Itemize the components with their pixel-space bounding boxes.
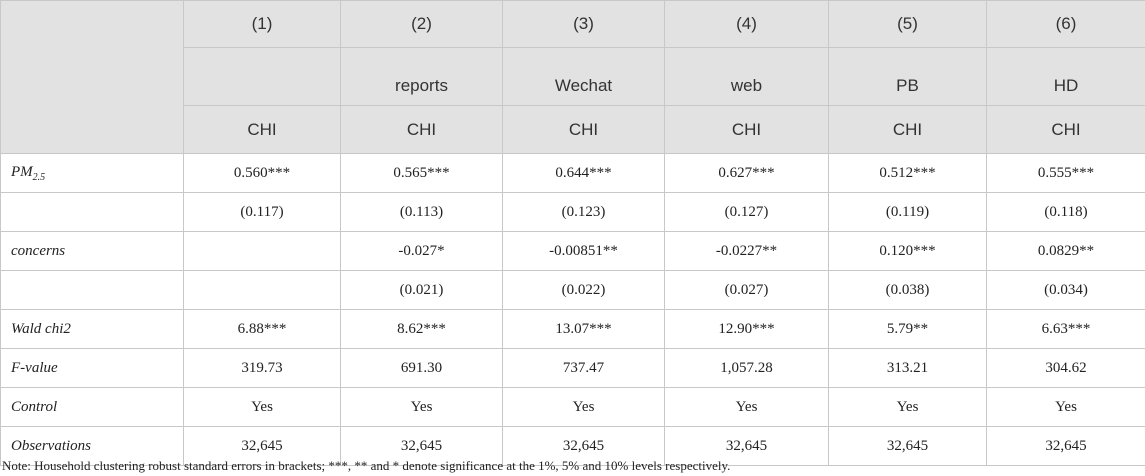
column-number: (4) bbox=[664, 0, 829, 48]
stat-cell: 737.47 bbox=[502, 348, 665, 388]
coef-cell: -0.00851** bbox=[502, 231, 665, 271]
row-pm25-coef: PM2.5 0.560*** 0.565*** 0.644*** 0.627**… bbox=[0, 153, 1145, 193]
stat-cell: Yes bbox=[664, 387, 829, 427]
stat-cell: 32,645 bbox=[828, 426, 987, 466]
stat-cell: 5.79** bbox=[828, 309, 987, 349]
coef-cell: 0.627*** bbox=[664, 153, 829, 193]
row-wald-chi2: Wald chi2 6.88*** 8.62*** 13.07*** 12.90… bbox=[0, 309, 1145, 349]
row-label-wald: Wald chi2 bbox=[0, 309, 184, 349]
stat-cell: Yes bbox=[340, 387, 503, 427]
stat-cell: 32,645 bbox=[664, 426, 829, 466]
column-depvar: CHI bbox=[664, 105, 829, 154]
row-label-empty bbox=[0, 192, 184, 232]
pm-label: PM bbox=[11, 163, 33, 180]
coef-cell: -0.027* bbox=[340, 231, 503, 271]
stat-cell: 32,645 bbox=[502, 426, 665, 466]
se-cell: (0.034) bbox=[986, 270, 1145, 310]
stat-cell: 32,645 bbox=[183, 426, 341, 466]
stat-cell: Yes bbox=[183, 387, 341, 427]
column-number: (3) bbox=[502, 0, 665, 48]
stat-cell: Yes bbox=[828, 387, 987, 427]
column-depvar: CHI bbox=[340, 105, 503, 154]
stat-cell: Yes bbox=[502, 387, 665, 427]
stat-cell: 313.21 bbox=[828, 348, 987, 388]
column-number: (6) bbox=[986, 0, 1145, 48]
stat-cell: 691.30 bbox=[340, 348, 503, 388]
stat-cell: 12.90*** bbox=[664, 309, 829, 349]
column-depvar: CHI bbox=[828, 105, 987, 154]
se-cell: (0.021) bbox=[340, 270, 503, 310]
row-label-control: Control bbox=[0, 387, 184, 427]
se-cell: (0.127) bbox=[664, 192, 829, 232]
column-depvar: CHI bbox=[183, 105, 341, 154]
header-row-labels: reports Wechat web PB HD bbox=[1, 47, 1145, 106]
coef-cell: 0.560*** bbox=[183, 153, 341, 193]
se-cell: (0.022) bbox=[502, 270, 665, 310]
header-row-depvar: CHI CHI CHI CHI CHI CHI bbox=[1, 105, 1145, 154]
row-observations: Observations 32,645 32,645 32,645 32,645… bbox=[0, 426, 1145, 466]
se-cell: (0.119) bbox=[828, 192, 987, 232]
row-control: Control Yes Yes Yes Yes Yes Yes bbox=[0, 387, 1145, 427]
stat-cell: 304.62 bbox=[986, 348, 1145, 388]
column-label: PB bbox=[828, 47, 987, 106]
stat-cell: 32,645 bbox=[986, 426, 1145, 466]
stat-cell: 319.73 bbox=[183, 348, 341, 388]
se-cell: (0.117) bbox=[183, 192, 341, 232]
pm-subscript: 2.5 bbox=[32, 171, 46, 183]
stat-cell: 32,645 bbox=[340, 426, 503, 466]
stat-cell: 1,057.28 bbox=[664, 348, 829, 388]
stat-cell: 13.07*** bbox=[502, 309, 665, 349]
se-cell: (0.123) bbox=[502, 192, 665, 232]
row-label-empty bbox=[0, 270, 184, 310]
row-concerns-se: (0.021) (0.022) (0.027) (0.038) (0.034) bbox=[0, 270, 1145, 310]
table-note: Note: Household clustering robust standa… bbox=[2, 458, 731, 473]
coef-cell: 0.0829** bbox=[986, 231, 1145, 271]
column-label: HD bbox=[986, 47, 1145, 106]
row-pm25-se: (0.117) (0.113) (0.123) (0.127) (0.119) … bbox=[0, 192, 1145, 232]
row-concerns-coef: concerns -0.027* -0.00851** -0.0227** 0.… bbox=[0, 231, 1145, 271]
stat-cell: 6.63*** bbox=[986, 309, 1145, 349]
row-label-pm25: PM2.5 bbox=[0, 153, 184, 193]
header-row-numbers: (1) (2) (3) (4) (5) (6) bbox=[0, 0, 1145, 154]
header-stub bbox=[0, 0, 184, 154]
regression-table: (1) (2) (3) (4) (5) (6) reports Wechat w… bbox=[0, 0, 1145, 466]
coef-cell: 0.644*** bbox=[502, 153, 665, 193]
coef-cell: 0.555*** bbox=[986, 153, 1145, 193]
row-label-fvalue: F-value bbox=[0, 348, 184, 388]
column-number: (2) bbox=[340, 0, 503, 48]
column-label: web bbox=[664, 47, 829, 106]
row-label-concerns: concerns bbox=[0, 231, 184, 271]
se-cell bbox=[183, 270, 341, 310]
column-number: (5) bbox=[828, 0, 987, 48]
stat-cell: Yes bbox=[986, 387, 1145, 427]
column-label: Wechat bbox=[502, 47, 665, 106]
se-cell: (0.118) bbox=[986, 192, 1145, 232]
row-label-observations: Observations bbox=[0, 426, 184, 466]
stat-cell: 8.62*** bbox=[340, 309, 503, 349]
coef-cell: 0.512*** bbox=[828, 153, 987, 193]
column-depvar: CHI bbox=[986, 105, 1145, 154]
stat-cell: 6.88*** bbox=[183, 309, 341, 349]
coef-cell bbox=[183, 231, 341, 271]
coef-cell: 0.565*** bbox=[340, 153, 503, 193]
column-depvar: CHI bbox=[502, 105, 665, 154]
se-cell: (0.027) bbox=[664, 270, 829, 310]
coef-cell: 0.120*** bbox=[828, 231, 987, 271]
column-label: reports bbox=[340, 47, 503, 106]
se-cell: (0.038) bbox=[828, 270, 987, 310]
coef-cell: -0.0227** bbox=[664, 231, 829, 271]
se-cell: (0.113) bbox=[340, 192, 503, 232]
column-label-empty bbox=[183, 47, 341, 106]
row-f-value: F-value 319.73 691.30 737.47 1,057.28 31… bbox=[0, 348, 1145, 388]
column-number: (1) bbox=[183, 0, 341, 48]
